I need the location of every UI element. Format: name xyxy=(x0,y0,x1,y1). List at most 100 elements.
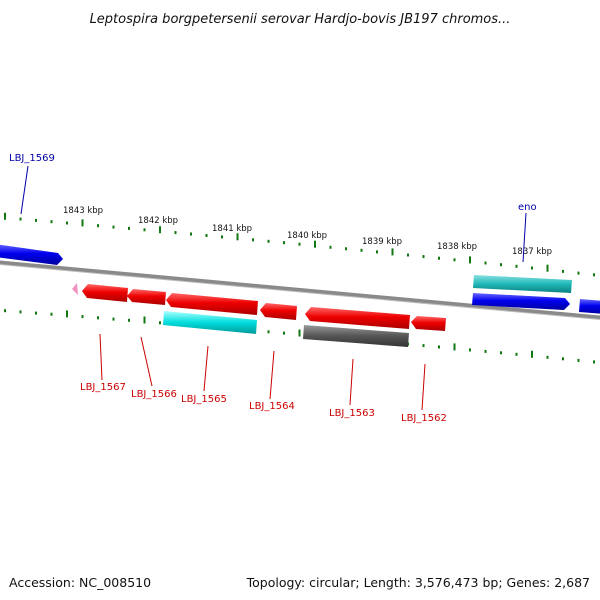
ruler-minor-tick xyxy=(50,312,53,316)
ruler-minor-tick xyxy=(469,348,471,352)
ruler-minor-tick xyxy=(190,232,192,236)
ruler-major-tick xyxy=(159,226,161,234)
gene-lbj-1564[interactable] xyxy=(260,303,297,320)
gene-label-eno[interactable]: eno xyxy=(518,202,537,213)
ruler-minor-tick xyxy=(174,231,177,235)
gene-eno[interactable] xyxy=(472,293,570,310)
ruler-minor-tick xyxy=(360,248,363,252)
ruler-minor-tick xyxy=(97,316,99,320)
ruler-minor-tick xyxy=(4,309,6,313)
kbp-label: 1840 kbp xyxy=(287,231,327,241)
ruler-minor-tick xyxy=(35,218,37,222)
ruler-minor-tick xyxy=(407,253,409,257)
ruler-minor-tick xyxy=(112,317,115,321)
ruler-lower xyxy=(4,309,595,364)
ruler-minor-tick xyxy=(283,331,285,335)
kbp-label: 1841 kbp xyxy=(212,224,252,234)
ruler-minor-tick xyxy=(562,357,564,361)
ruler-minor-tick xyxy=(19,217,22,221)
ruler-minor-tick xyxy=(112,225,115,229)
rna-feature-eno-upper[interactable] xyxy=(473,275,572,293)
ruler-minor-tick xyxy=(345,247,347,251)
reverse-secondary-features xyxy=(163,311,409,347)
ruler-major-tick xyxy=(298,329,301,337)
ruler-major-tick xyxy=(469,256,471,264)
ruler-minor-tick xyxy=(562,269,564,273)
leader-lines xyxy=(20,165,527,411)
gene-lbj-1565[interactable] xyxy=(166,293,258,315)
ruler-minor-tick xyxy=(267,239,270,243)
ruler-minor-tick xyxy=(81,315,84,319)
gene-lbj-1569[interactable] xyxy=(0,244,63,265)
ruler-minor-tick xyxy=(438,256,440,260)
ruler-minor-tick xyxy=(143,228,146,232)
kbp-label: 1843 kbp xyxy=(63,206,103,216)
ruler-major-tick xyxy=(236,233,239,241)
ruler-major-tick xyxy=(546,264,549,272)
ruler-minor-tick xyxy=(376,250,378,254)
ruler-minor-tick xyxy=(422,344,425,348)
ruler-minor-tick xyxy=(35,311,37,315)
ruler-minor-tick xyxy=(66,221,68,225)
gene-label-lbj-1563[interactable]: LBJ_1563 xyxy=(329,408,375,419)
ruler-minor-tick xyxy=(329,245,332,249)
kbp-label: 1838 kbp xyxy=(437,242,477,252)
forward-strand-features xyxy=(0,244,600,314)
gene-label-lbj-1562[interactable]: LBJ_1562 xyxy=(401,413,447,424)
ruler-minor-tick xyxy=(577,358,580,362)
ruler-major-tick xyxy=(66,310,68,318)
gene-lbj-1567[interactable] xyxy=(82,284,128,302)
ruler-minor-tick xyxy=(593,273,595,277)
gene-lbj-1562[interactable] xyxy=(411,316,446,331)
ruler-minor-tick xyxy=(531,266,533,270)
map-title: Leptospira borgpetersenii serovar Hardjo… xyxy=(90,12,511,27)
ruler-major-tick xyxy=(143,316,146,324)
ruler-minor-tick xyxy=(577,271,580,275)
gene-label-lbj-1569[interactable]: LBJ_1569 xyxy=(9,153,55,164)
gene-label-lbj-1566[interactable]: LBJ_1566 xyxy=(131,389,177,400)
ruler-major-tick xyxy=(4,212,6,220)
ruler-minor-tick xyxy=(97,224,99,228)
ruler-minor-tick xyxy=(484,349,487,353)
gene-right-edge[interactable] xyxy=(579,299,600,314)
gene-label-lbj-1567[interactable]: LBJ_1567 xyxy=(80,382,126,393)
genome-backbone xyxy=(0,260,600,320)
ruler-major-tick xyxy=(453,343,456,351)
ruler-major-tick xyxy=(531,350,533,358)
ruler-minor-tick xyxy=(128,318,130,322)
gene-lbj-1566[interactable] xyxy=(127,289,166,305)
ruler-minor-tick xyxy=(484,261,487,265)
ruler-minor-tick xyxy=(283,241,285,245)
ruler-minor-tick xyxy=(50,220,53,224)
ruler-minor-tick xyxy=(515,352,518,356)
ruler-minor-tick xyxy=(500,351,502,355)
ruler-major-tick xyxy=(81,219,84,227)
gene-label-lbj-1564[interactable]: LBJ_1564 xyxy=(249,401,295,412)
ruler-minor-tick xyxy=(267,330,270,334)
ruler-minor-tick xyxy=(453,258,456,262)
ruler-minor-tick xyxy=(252,238,254,242)
ruler-minor-tick xyxy=(593,360,595,364)
ruler-minor-tick xyxy=(128,226,130,230)
ruler-minor-tick xyxy=(500,263,502,267)
ruler-minor-tick xyxy=(515,264,518,268)
kbp-label: 1837 kbp xyxy=(512,247,552,257)
ruler-minor-tick xyxy=(438,345,440,349)
rna-feature-cyan[interactable] xyxy=(163,311,257,334)
ruler-minor-tick xyxy=(205,234,208,237)
kbp-label: 1842 kbp xyxy=(138,216,178,226)
ruler-minor-tick xyxy=(546,355,549,359)
pseudo-feature-gray[interactable] xyxy=(303,325,409,347)
pseudo-marker[interactable] xyxy=(72,283,78,295)
reverse-strand-features xyxy=(72,283,446,331)
kbp-label: 1839 kbp xyxy=(362,237,402,247)
ruler-major-tick xyxy=(391,248,394,256)
kbp-labels: 1843 kbp 1842 kbp 1841 kbp 1840 kbp 1839… xyxy=(63,206,552,257)
gene-label-lbj-1565[interactable]: LBJ_1565 xyxy=(181,394,227,405)
accession-text: Accession: NC_008510 xyxy=(9,575,151,590)
ruler-minor-tick xyxy=(221,235,223,239)
gene-lbj-1563[interactable] xyxy=(305,307,410,329)
ruler-minor-tick xyxy=(298,242,301,246)
gene-labels: LBJ_1569 eno LBJ_1567 LBJ_1566 LBJ_1565 … xyxy=(9,153,537,424)
